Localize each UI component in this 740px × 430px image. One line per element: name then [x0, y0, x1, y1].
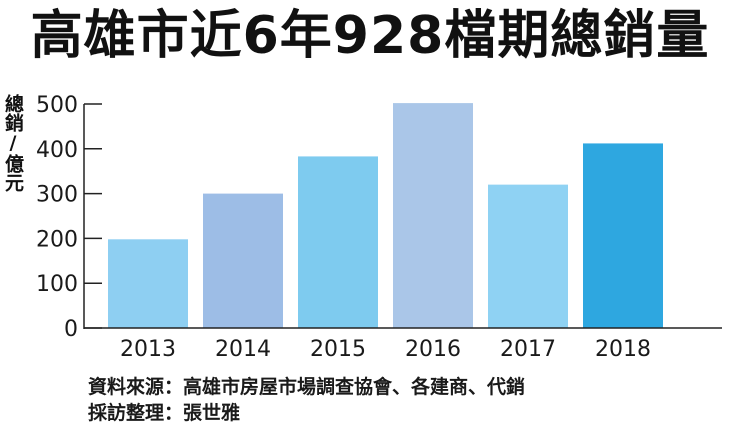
source-line-2: 採訪整理：張世雅: [88, 402, 241, 424]
x-tick-label-2013: 2013: [120, 337, 176, 362]
x-tick-label-2016: 2016: [405, 337, 461, 362]
x-tick-label-2014: 2014: [215, 337, 271, 362]
bar-2016: [393, 103, 473, 328]
bar-2018: [583, 143, 663, 328]
bar-2013: [108, 239, 188, 328]
bar-2017: [488, 184, 568, 328]
y-tick-label: 300: [36, 183, 78, 208]
bar-2015: [298, 156, 378, 328]
y-tick-label: 0: [64, 317, 78, 342]
y-axis-ticks: 0 100 200 300 400 500: [36, 93, 102, 342]
y-axis-label: 總銷/億元: [2, 94, 24, 192]
y-tick-label: 400: [36, 138, 78, 163]
x-tick-label-2018: 2018: [595, 337, 651, 362]
x-tick-label-2015: 2015: [310, 337, 366, 362]
x-axis-labels: 2013 2014 2015 2016 2017 2018: [120, 337, 651, 362]
y-tick-label: 100: [36, 272, 78, 297]
y-tick-label: 500: [36, 93, 78, 118]
x-tick-label-2017: 2017: [500, 337, 556, 362]
y-tick-label: 200: [36, 227, 78, 252]
source-line-1: 資料來源：高雄市房屋市場調查協會、各建商、代銷: [88, 376, 526, 398]
source-note: 資料來源：高雄市房屋市場調查協會、各建商、代銷 採訪整理：張世雅: [88, 374, 525, 426]
bar-2014: [203, 193, 283, 328]
bars: [108, 103, 663, 328]
chart-title: 高雄市近6年928檔期總銷量: [30, 6, 710, 66]
